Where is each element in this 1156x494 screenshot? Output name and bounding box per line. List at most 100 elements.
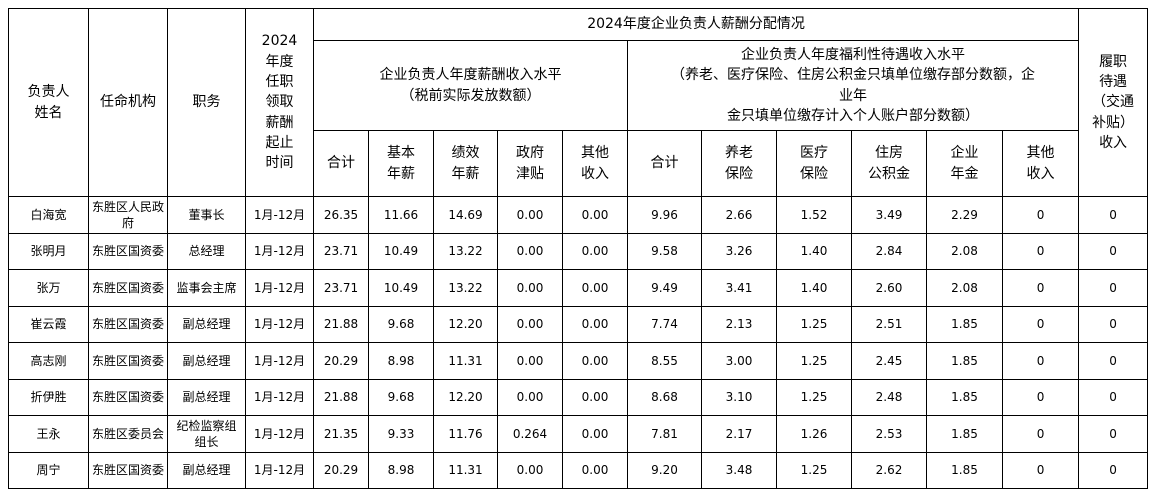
table-cell: 东胜区国资委 (88, 269, 168, 307)
table-cell: 1月-12月 (245, 196, 314, 234)
table-cell: 14.69 (433, 196, 498, 234)
header-welfare-other: 其他 收入 (1001, 130, 1080, 197)
table-cell: 0 (1001, 269, 1080, 307)
table-row: 张明月 东胜区国资委 总经理 1月-12月 23.71 10.49 13.22 0.00 0.0… (8, 232, 1149, 270)
table-cell: 东胜区国资委 (88, 378, 168, 416)
table-cell: 东胜区人民政府 (88, 196, 168, 234)
table-cell: 0 (1001, 342, 1080, 380)
table-cell: 董事长 (167, 196, 246, 234)
table-cell: 0.00 (497, 232, 563, 270)
table-cell: 东胜区委员会 (88, 415, 168, 453)
header-position-col: 职务 (167, 8, 246, 197)
table-cell: 0 (1078, 196, 1149, 234)
table-cell: 1.25 (776, 378, 852, 416)
table-row: 白海宽 东胜区人民政府 董事长 1月-12月 26.35 11.66 14.69 0.00 0.… (8, 196, 1149, 234)
table-cell: 1月-12月 (245, 232, 314, 270)
table-cell: 3.10 (701, 378, 777, 416)
header-welfare-annuity: 企业 年金 (926, 130, 1003, 197)
table-cell: 2.66 (701, 196, 777, 234)
table-cell: 0 (1078, 232, 1149, 270)
table-cell: 3.49 (851, 196, 927, 234)
table-row: 崔云霞 东胜区国资委 副总经理 1月-12月 21.88 9.68 12.20 0.00 0.0… (8, 305, 1149, 343)
table-cell: 副总经理 (167, 342, 246, 380)
table-cell: 1.40 (776, 232, 852, 270)
table-cell: 张万 (8, 269, 89, 307)
table-cell: 1.25 (776, 305, 852, 343)
table-cell: 东胜区国资委 (88, 451, 168, 489)
table-cell: 2.62 (851, 451, 927, 489)
table-cell: 2.13 (701, 305, 777, 343)
table-cell: 12.20 (433, 305, 498, 343)
table-cell: 0.00 (562, 415, 628, 453)
header-salary-performance: 绩效 年薪 (433, 130, 498, 197)
table-cell: 0.00 (497, 451, 563, 489)
table-cell: 东胜区国资委 (88, 232, 168, 270)
table-cell: 1.26 (776, 415, 852, 453)
table-cell: 11.66 (368, 196, 434, 234)
table-cell: 1月-12月 (245, 451, 314, 489)
table-cell: 1.52 (776, 196, 852, 234)
table-cell: 0 (1001, 196, 1080, 234)
table-cell: 0 (1001, 451, 1080, 489)
table-cell: 1月-12月 (245, 269, 314, 307)
table-cell: 1.25 (776, 451, 852, 489)
table-cell: 3.48 (701, 451, 777, 489)
table-cell: 1.40 (776, 269, 852, 307)
table-row: 张万 东胜区国资委 监事会主席 1月-12月 23.71 10.49 13.22 0.00 0.… (8, 269, 1149, 307)
table-cell: 高志刚 (8, 342, 89, 380)
header-welfare-total: 合计 (627, 130, 702, 197)
table-cell: 2.08 (926, 232, 1003, 270)
table-cell: 8.98 (368, 342, 434, 380)
table-cell: 2.51 (851, 305, 927, 343)
table-cell: 王永 (8, 415, 89, 453)
table-cell: 20.29 (313, 342, 369, 380)
header-name-col: 负责人 姓名 (8, 8, 89, 197)
header-welfare-housing-fund: 住房 公积金 (851, 130, 927, 197)
table-cell: 9.96 (627, 196, 702, 234)
table-cell: 23.71 (313, 269, 369, 307)
table-cell: 21.35 (313, 415, 369, 453)
header-agency-col: 任命机构 (88, 8, 168, 197)
table-cell: 总经理 (167, 232, 246, 270)
table-cell: 2.60 (851, 269, 927, 307)
table-cell: 副总经理 (167, 378, 246, 416)
table-cell: 11.31 (433, 451, 498, 489)
table-cell: 0.00 (497, 269, 563, 307)
table-cell: 23.71 (313, 232, 369, 270)
table-cell: 副总经理 (167, 305, 246, 343)
table-row: 王永 东胜区委员会 纪检监察组 组长 1月-12月 21.35 9.33 11.76 0.26… (8, 415, 1149, 453)
table-cell: 9.68 (368, 305, 434, 343)
table-cell: 0.00 (497, 342, 563, 380)
header-salary-total: 合计 (313, 130, 369, 197)
table-cell: 东胜区国资委 (88, 342, 168, 380)
table-cell: 0 (1078, 342, 1149, 380)
header-salary-group: 企业负责人年度薪酬收入水平 （税前实际发放数额） (313, 40, 628, 131)
header-welfare-medical: 医疗 保险 (776, 130, 852, 197)
table-row: 高志刚 东胜区国资委 副总经理 1月-12月 20.29 8.98 11.31 0.00 0.0… (8, 342, 1149, 380)
table-cell: 21.88 (313, 378, 369, 416)
table-cell: 9.33 (368, 415, 434, 453)
table-cell: 2.08 (926, 269, 1003, 307)
table-cell: 1月-12月 (245, 415, 314, 453)
table-cell: 0 (1078, 451, 1149, 489)
table-cell: 8.55 (627, 342, 702, 380)
table-cell: 东胜区国资委 (88, 305, 168, 343)
table-cell: 0 (1001, 232, 1080, 270)
table-cell: 0.00 (562, 451, 628, 489)
table-cell: 20.29 (313, 451, 369, 489)
header-salary-other: 其他 收入 (562, 130, 628, 197)
table-cell: 0.00 (562, 378, 628, 416)
table-cell: 13.22 (433, 232, 498, 270)
table-cell: 0 (1001, 378, 1080, 416)
table-cell: 7.74 (627, 305, 702, 343)
table-cell: 2.53 (851, 415, 927, 453)
table-cell: 3.41 (701, 269, 777, 307)
table-row: 折伊胜 东胜区国资委 副总经理 1月-12月 21.88 9.68 12.20 0.00 0.0… (8, 378, 1149, 416)
table-cell: 2.45 (851, 342, 927, 380)
table-cell: 0.00 (497, 378, 563, 416)
table-body: 白海宽 东胜区人民政府 董事长 1月-12月 26.35 11.66 14.69 0.00 0.… (8, 196, 1149, 489)
table-cell: 0 (1078, 269, 1149, 307)
table-cell: 9.20 (627, 451, 702, 489)
table-cell: 1月-12月 (245, 342, 314, 380)
